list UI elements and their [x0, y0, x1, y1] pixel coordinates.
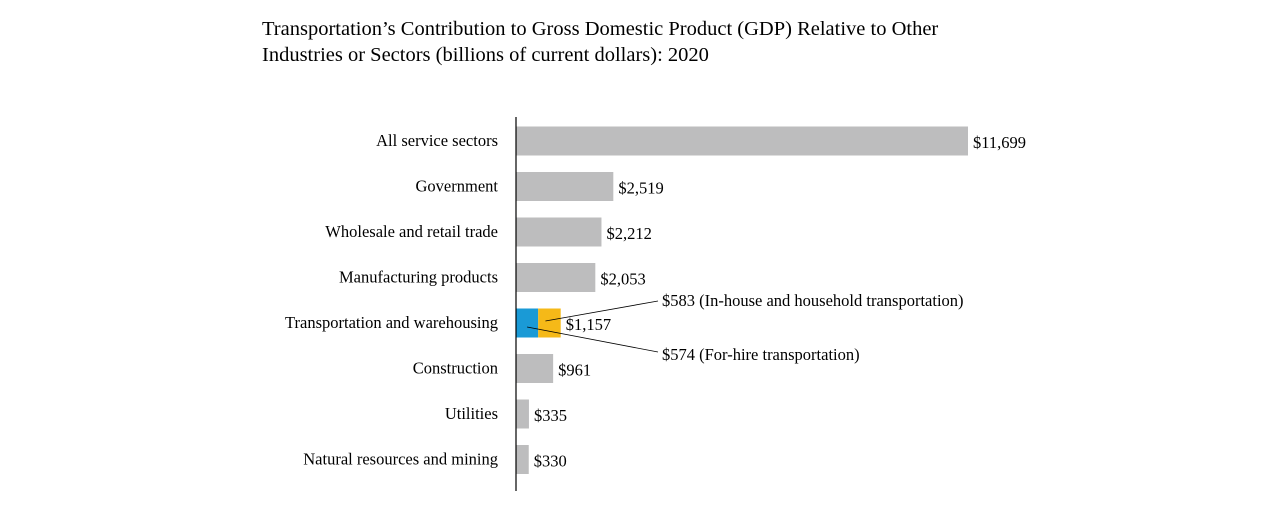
category-label: Wholesale and retail trade	[325, 222, 498, 241]
callout-label-for-hire: $574 (For-hire transportation)	[662, 345, 860, 364]
category-label: Transportation and warehousing	[285, 313, 498, 332]
category-label: Government	[416, 177, 499, 196]
value-label: $335	[534, 406, 567, 425]
chart-title: Transportation’s Contribution to Gross D…	[262, 16, 1082, 68]
bar	[516, 263, 596, 292]
bar	[516, 126, 968, 156]
bar	[516, 399, 529, 429]
value-label: $2,519	[618, 179, 663, 198]
callout-line-in-house	[545, 300, 659, 322]
value-label: $2,212	[606, 224, 651, 243]
value-label: $330	[534, 452, 567, 471]
bar-segment	[516, 308, 539, 338]
category-label: Natural resources and mining	[303, 450, 498, 469]
category-label: Construction	[413, 359, 498, 378]
value-label: $961	[558, 361, 591, 380]
bar	[516, 172, 614, 201]
bar	[516, 354, 554, 383]
value-label: $11,699	[973, 133, 1026, 152]
callout-line-for-hire	[527, 326, 659, 353]
value-label: $1,157	[566, 315, 611, 334]
chart-title-line-1: Transportation’s Contribution to Gross D…	[262, 18, 939, 40]
category-label: Utilities	[445, 404, 498, 423]
callout-label-in-house: $583 (In-house and household transportat…	[662, 291, 964, 310]
bar	[516, 217, 602, 247]
category-label: All service sectors	[376, 131, 498, 150]
category-label: Manufacturing products	[339, 268, 498, 287]
bar	[516, 445, 529, 474]
chart-title-line-2: Industries or Sectors (billions of curre…	[262, 44, 709, 66]
value-label: $2,053	[600, 270, 645, 289]
